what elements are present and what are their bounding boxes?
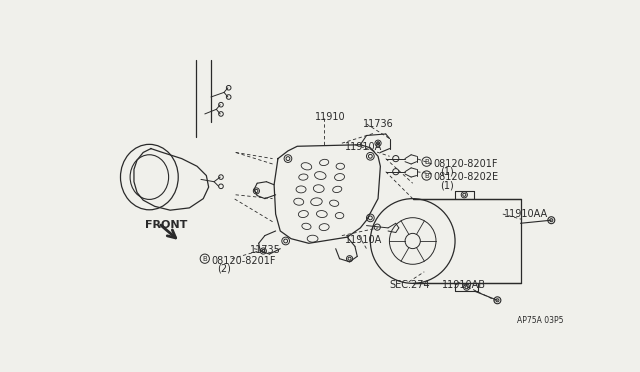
Text: FRONT: FRONT	[145, 220, 187, 230]
Text: 11736: 11736	[363, 119, 394, 129]
Text: B: B	[424, 159, 429, 165]
Text: SEC.274: SEC.274	[390, 280, 430, 290]
Text: (2): (2)	[217, 263, 231, 273]
Text: B: B	[202, 256, 207, 262]
Text: 11910A: 11910A	[345, 142, 382, 153]
Text: 08120-8201F: 08120-8201F	[211, 256, 275, 266]
Text: (1): (1)	[440, 180, 453, 190]
Text: B: B	[424, 173, 429, 179]
Text: (1): (1)	[440, 166, 453, 176]
Text: 08120-8201F: 08120-8201F	[433, 158, 498, 169]
Text: 11735: 11735	[250, 245, 280, 255]
Text: AP75A 03P5: AP75A 03P5	[516, 316, 563, 325]
Text: 11910: 11910	[315, 112, 346, 122]
Text: 08120-8202E: 08120-8202E	[433, 173, 499, 182]
Text: 11910AB: 11910AB	[442, 280, 486, 290]
Text: 11910A: 11910A	[345, 235, 382, 245]
Text: 11910AA: 11910AA	[504, 209, 548, 219]
